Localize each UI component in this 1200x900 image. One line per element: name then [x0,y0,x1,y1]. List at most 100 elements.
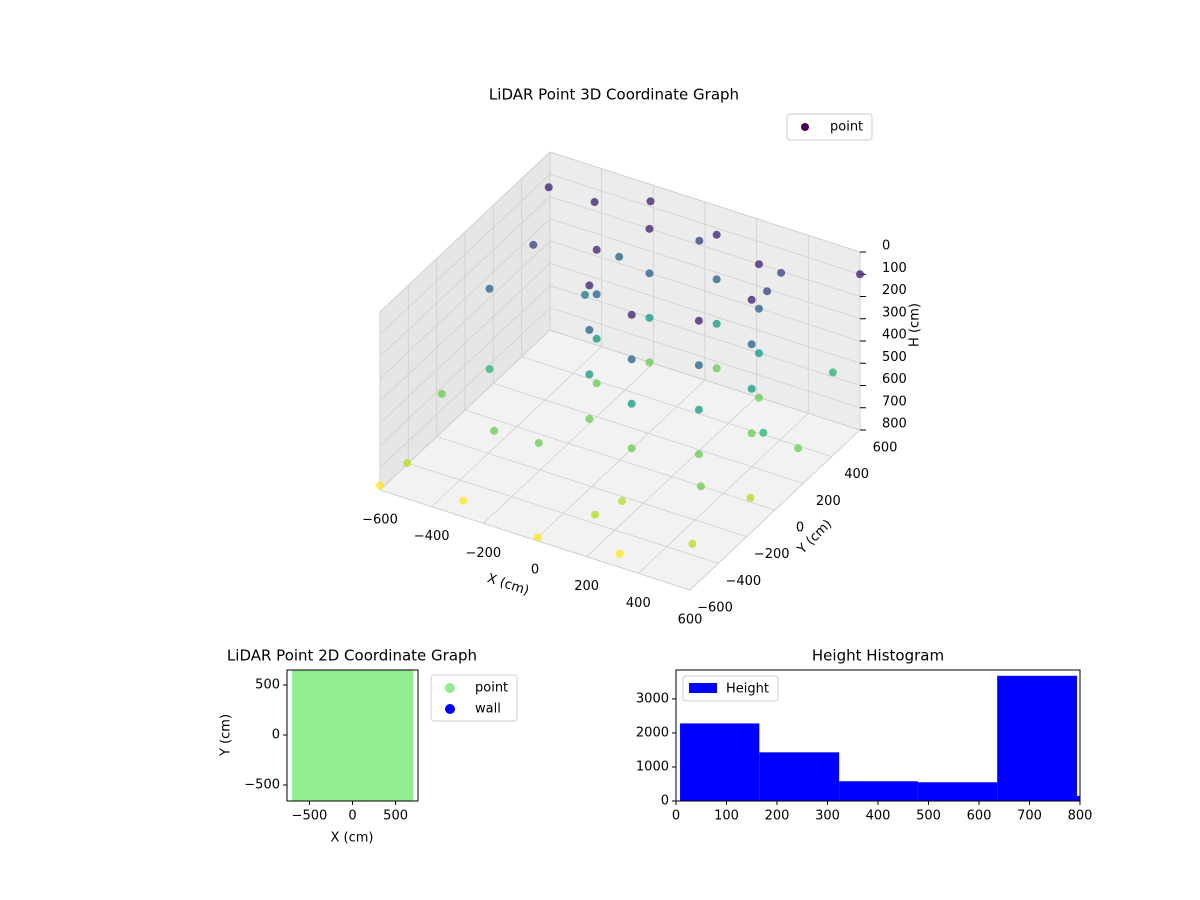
point [645,313,654,322]
point [627,310,636,319]
x-tick-label: 300 [815,809,840,824]
point [361,745,379,766]
point [592,379,601,388]
point [646,197,655,206]
point [309,705,328,726]
y-tick-label: −400 [725,574,761,589]
point [754,260,763,269]
y-tick-label: 500 [255,678,280,693]
bar [680,723,760,801]
point [326,725,345,746]
grid-line [493,382,804,484]
point [529,240,538,249]
point [395,785,414,801]
y-tick-label: 0 [272,728,280,743]
point [485,284,494,293]
x-tick-label: 200 [765,809,790,824]
point [590,198,599,207]
point [592,290,601,299]
point [437,389,446,398]
point [343,685,362,706]
point [395,765,414,786]
point [361,765,379,786]
point [326,765,345,786]
point [326,745,345,766]
grid-line [549,329,861,431]
x-tick-label: 200 [574,579,599,594]
y-tick-label: 0 [661,794,669,809]
point [309,745,328,766]
point [763,287,772,296]
point [694,361,703,370]
grid-line [549,196,861,297]
grid-line [379,218,551,380]
point [378,685,397,706]
point [754,393,763,402]
point [581,290,589,299]
grid-line [408,462,719,564]
x-tick-label: 500 [383,809,408,824]
point [361,725,379,746]
grid-line [549,240,861,342]
grid-line [379,240,551,402]
legend-label: point [830,120,863,135]
point [544,183,553,192]
chart-title: LiDAR Point 2D Coordinate Graph [227,647,477,665]
bar [917,782,998,801]
point [343,785,362,801]
point [361,705,379,726]
point [361,685,379,706]
bar [839,781,918,801]
point [343,705,362,726]
point [615,252,624,261]
point [378,745,397,766]
point [712,275,721,284]
x-axis-label: X (cm) [485,571,531,599]
legend-marker [445,704,455,714]
grid-line [549,307,861,409]
legend-box [682,675,779,702]
x-tick-label: 100 [714,809,739,824]
point [747,384,756,393]
point [585,370,594,379]
point [395,725,414,746]
y-tick-label: 3000 [636,691,669,706]
y-tick-label: 600 [873,441,898,456]
grid-line [521,356,832,458]
z-tick-label: 200 [882,283,907,298]
point [712,230,721,239]
point [378,670,397,686]
point [378,785,397,801]
x-tick-label: 0 [348,809,356,824]
grid-line [379,173,551,335]
point [326,785,345,801]
point [533,533,542,542]
point [592,245,601,254]
z-tick-label: 500 [882,350,907,365]
point [712,319,721,328]
plot-area [292,670,414,801]
x-tick-label: 400 [866,809,891,824]
z-tick-label: 100 [882,261,907,276]
point [627,355,636,364]
y-tick-label: 200 [816,494,841,509]
point [615,549,624,558]
point [585,281,594,290]
x-tick-label: 800 [1068,809,1093,824]
x-tick-label: −600 [362,513,398,528]
y-tick-label: 400 [844,467,869,482]
grid-line [379,196,551,357]
grid-line [549,151,861,253]
point [747,429,756,438]
point [292,685,310,706]
point [292,705,310,726]
y-tick-label: 0 [796,521,804,536]
z-tick-label: 800 [882,417,907,432]
z-tick-label: 0 [882,239,890,254]
bar [997,675,1077,801]
legend-box [430,674,518,722]
point [794,444,803,453]
y-axis-label: Y (cm) [219,714,234,757]
point [309,685,328,706]
